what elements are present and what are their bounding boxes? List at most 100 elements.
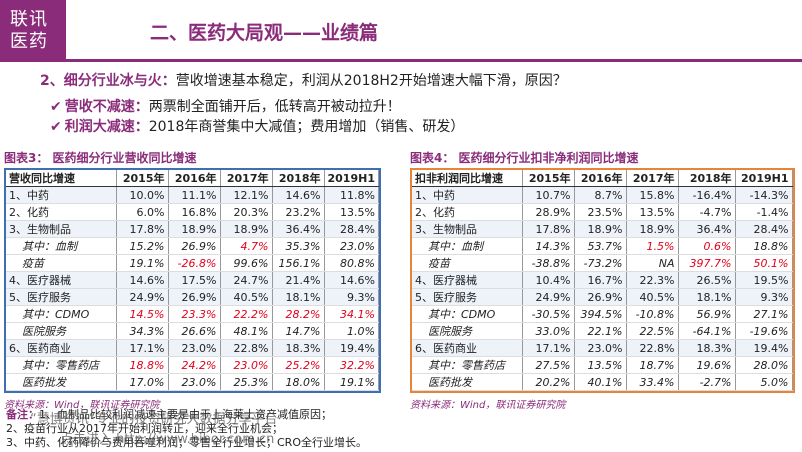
row-label: 其中：零售药店: [6, 356, 117, 375]
table-cell: 27.1%: [735, 305, 793, 324]
checkmark-icon: ✔: [50, 119, 62, 135]
table-cell: -14.3%: [735, 186, 793, 205]
watermark-text: “慧博资讯”专业的投资研究大数据分享平台: [30, 412, 278, 427]
row-label: 疫苗: [6, 254, 117, 273]
row-label: 其中：血制: [412, 237, 523, 256]
table-cell: 14.7%: [272, 322, 325, 341]
table-cell: 24.2%: [168, 356, 221, 375]
table-cell: -38.8%: [522, 254, 575, 273]
revenue-growth-panel: 图表3： 医药细分行业营收同比增速 营收同比增速 2015年 2016年 2017年 2…: [4, 148, 381, 411]
table-cell: 23.0%: [168, 373, 221, 392]
table-cell: 15.2%: [116, 237, 169, 256]
table-row: 4、医疗器械 14.6% 17.5% 24.7% 21.4% 14.6%: [6, 271, 379, 290]
table-cell: -4.7%: [678, 203, 736, 222]
table-row: 疫苗 19.1% -26.8% 99.6% 156.1% 80.8%: [6, 254, 379, 273]
table-cell: 56.9%: [678, 305, 736, 324]
table-header-row: 扣非利润同比增速 2015年 2016年 2017年 2018年 2019H1: [412, 170, 793, 188]
table-cell: 14.5%: [116, 305, 169, 324]
table-cell: 34.3%: [116, 322, 169, 341]
table-cell: 394.5%: [574, 305, 627, 324]
table-cell: 24.9%: [522, 288, 575, 307]
table-cell: 25.3%: [220, 373, 273, 392]
table-cell: 22.1%: [574, 322, 627, 341]
title-bar: 二、医药大局观——业绩篇: [66, 0, 802, 62]
table-cell: 28.9%: [522, 203, 575, 222]
table-cell: 0.6%: [678, 237, 736, 256]
table-row: 医药批发 20.2% 40.1% 33.4% -2.7% 5.0%: [412, 373, 793, 392]
table-cell: 17.0%: [116, 373, 169, 392]
checkmark-icon: ✔: [50, 99, 62, 115]
table-cell: 36.4%: [678, 220, 736, 239]
table-cell: 18.1%: [678, 288, 736, 307]
row-label: 其中：血制: [6, 237, 117, 256]
watermark-link[interactable]: 点击进入 http://www.hibor.com.cn: [60, 432, 275, 447]
table-row: 其中：CDMO 14.5% 23.3% 22.2% 28.2% 34.1%: [6, 305, 379, 324]
table-cell: 19.1%: [116, 254, 169, 273]
column-header: 营收同比增速: [6, 170, 117, 188]
table-cell: 50.1%: [735, 254, 793, 273]
table-cell: 13.5%: [626, 203, 679, 222]
row-label: 5、医疗服务: [412, 288, 523, 307]
table-cell: -2.7%: [678, 373, 736, 392]
brand-logo: 联讯 医药: [0, 0, 66, 62]
subtitle-bold: 2、细分行业冰与火：: [40, 73, 176, 89]
table-cell: 24.7%: [220, 271, 273, 290]
table-cell: 4.7%: [220, 237, 273, 256]
table-cell: 5.0%: [735, 373, 793, 392]
note-line: 3、中药、化药降价与费用吞噬利润；零售全行业增长；CRO全行业增长。: [6, 436, 367, 449]
table-row: 其中：血制 15.2% 26.9% 4.7% 35.3% 23.0%: [6, 237, 379, 256]
table-cell: 17.8%: [522, 220, 575, 239]
row-label: 其中：CDMO: [6, 305, 117, 324]
table-cell: 18.8%: [735, 237, 793, 256]
table-cell: 9.3%: [324, 288, 379, 307]
table-row: 其中：CDMO -30.5% 394.5% -10.8% 56.9% 27.1%: [412, 305, 793, 324]
table-cell: 22.3%: [626, 271, 679, 290]
table-cell: 18.1%: [272, 288, 325, 307]
table-cell: -10.8%: [626, 305, 679, 324]
row-label: 1、中药: [6, 186, 117, 205]
column-header: 2018年: [678, 170, 736, 188]
table-row: 5、医疗服务 24.9% 26.9% 40.5% 18.1% 9.3%: [412, 288, 793, 307]
table-cell: 16.8%: [168, 203, 221, 222]
table-row: 医院服务 33.0% 22.1% 22.5% -64.1% -19.6%: [412, 322, 793, 341]
table-header-row: 营收同比增速 2015年 2016年 2017年 2018年 2019H1: [6, 170, 379, 188]
table-cell: 26.6%: [168, 322, 221, 341]
row-label: 6、医药商业: [412, 339, 523, 358]
bullet-bold: 利润大减速：: [64, 119, 149, 135]
table-cell: 80.8%: [324, 254, 379, 273]
table-cell: 19.6%: [678, 356, 736, 375]
table-cell: 11.1%: [168, 186, 221, 205]
table-cell: 22.2%: [220, 305, 273, 324]
table-cell: -73.2%: [574, 254, 627, 273]
table-row: 医药批发 17.0% 23.0% 25.3% 18.0% 19.1%: [6, 373, 379, 392]
table-cell: 17.1%: [116, 339, 169, 358]
table-row: 3、生物制品 17.8% 18.9% 18.9% 36.4% 28.4%: [6, 220, 379, 239]
column-header: 2018年: [272, 170, 325, 188]
column-header: 2017年: [626, 170, 679, 188]
table-cell: 14.6%: [116, 271, 169, 290]
table-row: 其中：零售药店 27.5% 13.5% 18.7% 19.6% 28.0%: [412, 356, 793, 375]
table-cell: 6.0%: [116, 203, 169, 222]
row-label: 2、化药: [412, 203, 523, 222]
table-cell: 23.3%: [168, 305, 221, 324]
table-frame: 营收同比增速 2015年 2016年 2017年 2018年 2019H1 1、中药 10.0…: [4, 168, 381, 394]
table-cell: 19.4%: [735, 339, 793, 358]
profit-growth-table: 扣非利润同比增速 2015年 2016年 2017年 2018年 2019H1 1、中药 10…: [412, 170, 793, 392]
bullet-bold: 营收不减速：: [64, 99, 149, 115]
revenue-growth-table: 营收同比增速 2015年 2016年 2017年 2018年 2019H1 1、中药 10.0…: [6, 170, 379, 392]
table-row: 其中：血制 14.3% 53.7% 1.5% 0.6% 18.8%: [412, 237, 793, 256]
row-label: 2、化药: [6, 203, 117, 222]
table-cell: 23.0%: [574, 339, 627, 358]
table-cell: -19.6%: [735, 322, 793, 341]
bullet-profit: ✔ 利润大减速：2018年商誉集中大减值；费用增加（销售、研发）: [50, 116, 464, 136]
page-title: 二、医药大局观——业绩篇: [150, 22, 379, 44]
table-cell: 26.5%: [678, 271, 736, 290]
bullet-text: 2018年商誉集中大减值；费用增加（销售、研发）: [148, 119, 465, 135]
table-cell: 27.5%: [522, 356, 575, 375]
table-cell: 26.9%: [574, 288, 627, 307]
table-caption: 图表3： 医药细分行业营收同比增速: [4, 151, 197, 165]
table-cell: 18.9%: [626, 220, 679, 239]
table-cell: 20.2%: [522, 373, 575, 392]
table-cell: 14.6%: [272, 186, 325, 205]
column-header: 2019H1: [735, 170, 793, 188]
